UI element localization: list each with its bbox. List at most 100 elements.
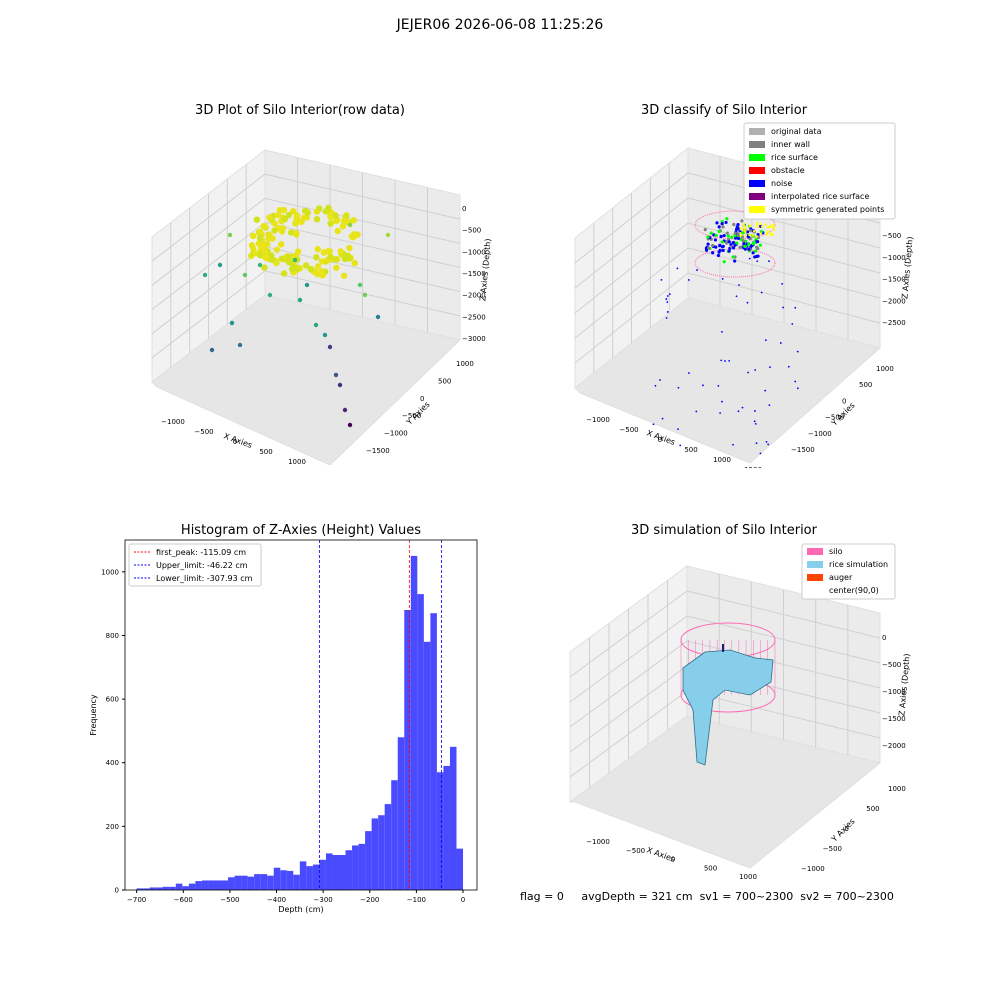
scatter-point <box>706 235 710 239</box>
scatter-point <box>768 225 771 229</box>
z-tick-label: −2500 <box>882 319 906 327</box>
y-tick-label: −1000 <box>808 430 832 438</box>
histogram-bar <box>267 875 274 890</box>
scatter-point <box>733 259 737 263</box>
scatter-point <box>269 256 276 264</box>
scatter-point <box>209 347 215 353</box>
scatter-point <box>676 267 679 270</box>
histogram-bar <box>136 888 144 890</box>
scatter-point <box>765 233 769 236</box>
scatter-point <box>752 229 756 233</box>
axes-panes <box>151 148 462 465</box>
scatter-point <box>754 249 758 253</box>
x-tick-label: −400 <box>267 896 286 904</box>
scatter-point <box>280 270 288 277</box>
scatter-point <box>718 244 722 248</box>
y-axis-label: Y Axies <box>829 817 857 845</box>
scatter-point <box>733 231 737 235</box>
scatter-point <box>711 251 715 255</box>
y-tick-label: 400 <box>106 759 119 767</box>
scatter-point <box>351 260 359 267</box>
y-tick-label: 1000 <box>101 568 119 576</box>
rice-simulation-surface <box>682 649 774 766</box>
scatter-point <box>714 245 718 249</box>
scatter-point <box>756 246 760 251</box>
scatter-point <box>733 236 738 240</box>
scatter-point <box>743 229 747 233</box>
scatter-point <box>756 223 759 227</box>
z-tick-label: −3000 <box>462 335 486 343</box>
flag-text: flag = 0 <box>520 890 564 903</box>
histogram-bar <box>234 875 242 890</box>
scatter-point <box>741 406 744 409</box>
scatter-point <box>266 231 273 239</box>
histogram-bar <box>449 746 457 890</box>
scatter-point <box>285 253 293 260</box>
x-tick-label: −500 <box>619 426 638 434</box>
scatter-point <box>740 219 744 223</box>
scatter-point <box>759 232 763 235</box>
y-tick-label: 0 <box>842 397 846 405</box>
scatter-point <box>278 255 285 262</box>
y-tick-label: −1500 <box>366 447 390 455</box>
histogram-bar <box>345 850 353 890</box>
scatter-point <box>745 230 750 234</box>
histogram-bar <box>143 888 150 890</box>
y-tick-label: 1000 <box>888 785 906 793</box>
z-axis-label: Z Axies (Depth) <box>900 236 914 299</box>
scatter-point <box>314 263 322 270</box>
scatter-point <box>735 295 738 298</box>
legend-label: inner wall <box>771 140 810 149</box>
figure-title: JEJER06 2026-06-08 11:25:26 <box>396 17 604 33</box>
scatter-point <box>677 386 680 389</box>
scatter-point <box>263 241 271 248</box>
scatter-point <box>654 384 657 387</box>
z-tick-label: −1500 <box>882 276 906 284</box>
histogram-bar <box>195 881 202 890</box>
scatter-points <box>652 210 799 455</box>
scatter-point <box>275 211 282 219</box>
scatter-point <box>755 239 760 244</box>
scatter-point <box>769 366 771 369</box>
sv1-text: sv1 = 700~2300 <box>699 890 794 903</box>
scatter-point <box>273 246 281 253</box>
legend-box <box>801 543 896 600</box>
histogram-bar <box>371 818 379 890</box>
grid-line <box>151 173 266 262</box>
scatter-point <box>737 410 740 413</box>
histogram-bar <box>456 848 464 890</box>
legend-swatch <box>749 128 765 135</box>
scatter-point <box>337 248 344 255</box>
scatter-point <box>665 298 668 300</box>
scatter-point <box>327 220 334 227</box>
scatter-point <box>733 234 737 238</box>
scatter-point <box>660 279 663 281</box>
scatter-point <box>337 382 343 388</box>
histogram-bar <box>208 880 215 890</box>
legend-box <box>128 543 262 587</box>
x-tick-label: −500 <box>626 847 645 855</box>
scatter-point <box>765 440 768 443</box>
scatter-point <box>303 214 310 221</box>
scatter-point <box>346 244 353 252</box>
y-tick-label: 0 <box>845 825 849 833</box>
y-tick-label: −1000 <box>384 430 408 438</box>
legend: first_peak: -115.09 cm Upper_limit: -46.2… <box>128 543 262 587</box>
histogram-bar <box>384 804 392 890</box>
scatter-point <box>346 255 353 262</box>
scatter-point <box>304 282 310 288</box>
scatter-point <box>333 372 339 378</box>
histogram-bar <box>260 874 268 890</box>
z-tick-label: −1000 <box>462 248 486 256</box>
z-tick-label: 0 <box>882 634 886 642</box>
x-tick-label: 500 <box>259 448 272 456</box>
scatter-point <box>755 235 759 238</box>
legend-label: interpolated rice surface <box>771 192 869 201</box>
scatter-point <box>267 292 273 298</box>
legend-label: original data <box>771 127 822 136</box>
scatter-point <box>313 216 321 223</box>
scatter-point <box>348 233 355 240</box>
histogram-bar <box>169 886 176 890</box>
scatter-point <box>755 221 759 225</box>
scatter-point <box>707 246 711 250</box>
